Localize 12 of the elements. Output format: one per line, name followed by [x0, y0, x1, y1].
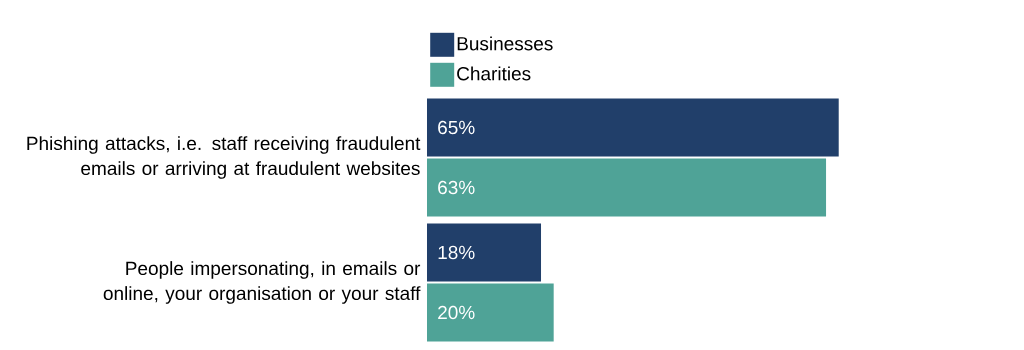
bar [427, 223, 542, 282]
bar [427, 158, 827, 217]
y-tick-label: People impersonating, in emails or online, your organisation or your staff [103, 261, 421, 304]
data-label: 20% [438, 305, 475, 320]
data-label: 18% [438, 245, 475, 260]
legend-label: Businesses [457, 36, 553, 51]
data-label: 63% [438, 180, 475, 195]
bar [427, 283, 554, 342]
data-label: 65% [438, 120, 475, 135]
bar [427, 98, 839, 157]
legend-label: Charities [457, 66, 531, 81]
y-tick-label: Phishing attacks, i.e. staff receiving fraudulent emails or arriving at fraudulent websites [27, 136, 421, 179]
